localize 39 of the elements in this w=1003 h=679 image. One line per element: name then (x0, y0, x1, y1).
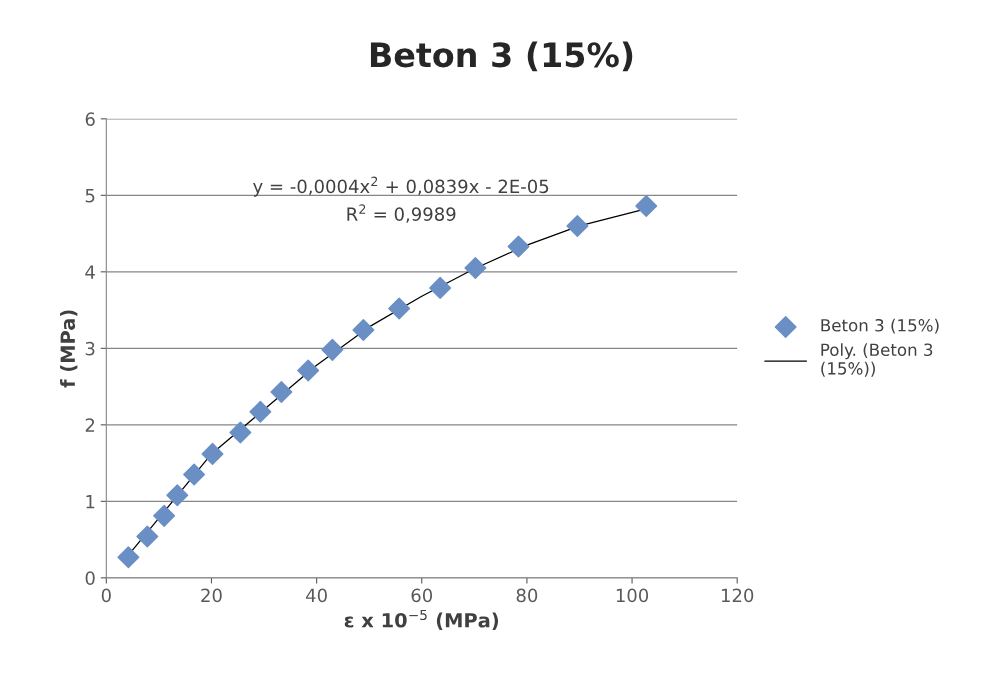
point (635, 195, 658, 218)
y-tick-label: 5 (85, 189, 95, 203)
x-tick-label: 80 (516, 588, 538, 603)
point (136, 525, 159, 548)
point (321, 338, 344, 361)
legend-label: Poly. (Beton 3 (15%)) (821, 343, 933, 377)
point (297, 359, 320, 382)
annotation: R$^{2}$ = 0,9989 (347, 204, 456, 223)
point (117, 546, 140, 569)
point (507, 235, 530, 258)
x-axis-title: ε x 10$^{−5}$ (MPa) (344, 609, 499, 630)
y-tick-label: 2 (85, 418, 95, 432)
x-tick-label: 100 (616, 588, 649, 603)
y-axis-title: f (MPa) (60, 310, 78, 388)
y-tick-label: 6 (85, 112, 95, 126)
y-tick-label: 3 (85, 341, 95, 356)
x-tick-label: 120 (721, 588, 754, 603)
point (352, 318, 375, 341)
point (249, 400, 272, 423)
x-tick-label: 40 (306, 588, 327, 603)
legend-label: Beton 3 (15%) (821, 318, 939, 334)
point (201, 442, 224, 465)
y-tick-label: 0 (85, 571, 95, 585)
point (566, 214, 589, 237)
x-tick-label: 20 (201, 588, 222, 603)
y-tick-label: 4 (85, 265, 95, 279)
annotation: y = -0,0004x$^{2}$ + 0,0839x - 2E-05 (253, 176, 549, 197)
point (166, 484, 189, 507)
point (153, 504, 176, 527)
point (270, 380, 293, 403)
point (429, 276, 452, 299)
point (388, 297, 411, 320)
point (464, 257, 487, 279)
x-tick-label: 0 (101, 588, 111, 603)
point (229, 421, 252, 444)
y-tick-label: 1 (86, 495, 95, 509)
point (183, 463, 206, 486)
chart-title: Beton 3 (15%) (370, 41, 633, 72)
x-tick-label: 60 (411, 588, 433, 603)
